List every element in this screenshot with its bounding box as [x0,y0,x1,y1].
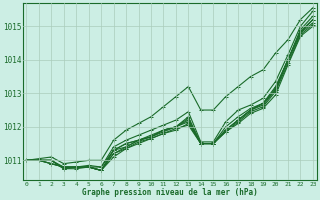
X-axis label: Graphe pression niveau de la mer (hPa): Graphe pression niveau de la mer (hPa) [82,188,258,197]
